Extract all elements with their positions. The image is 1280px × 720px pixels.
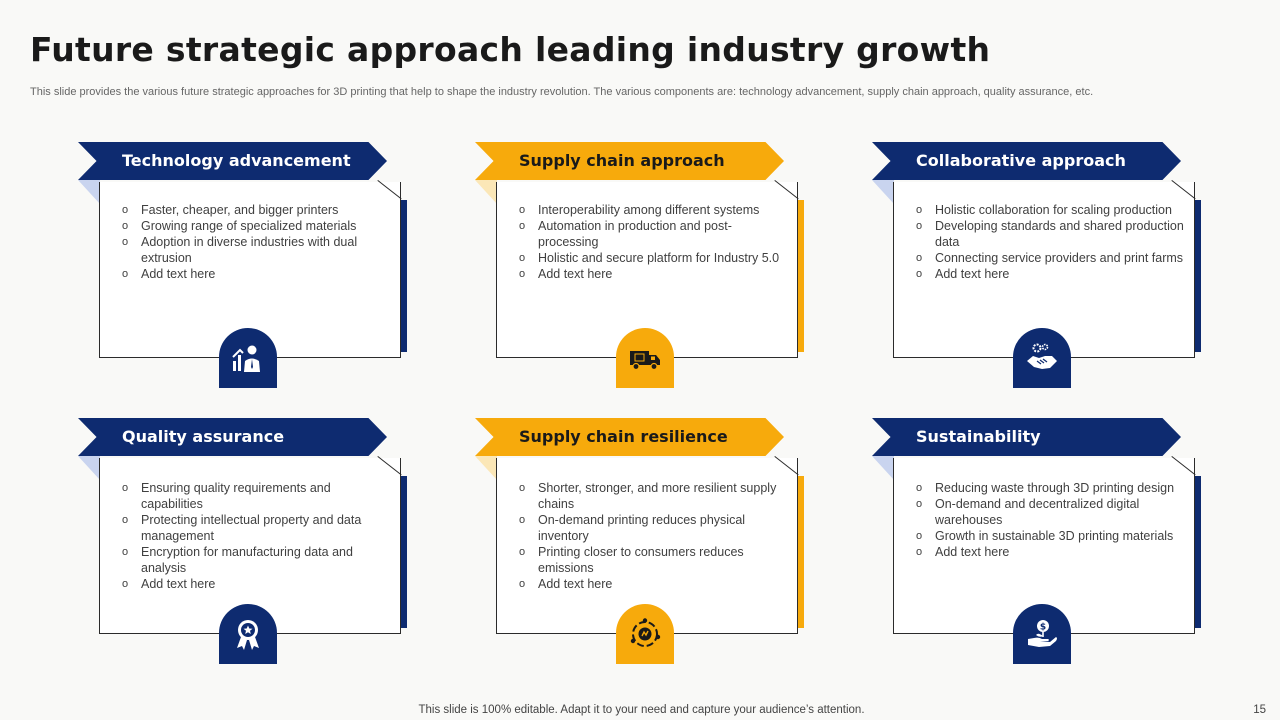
card-heading: Collaborative approach (916, 151, 1126, 170)
card-bullet-list: Shorter, stronger, and more resilient su… (519, 480, 789, 592)
card-accent-bar (401, 476, 407, 628)
list-item: Shorter, stronger, and more resilient su… (519, 480, 789, 512)
card-accent-bar (1195, 200, 1201, 352)
list-item: Add text here (519, 266, 789, 282)
card-accent-bar (798, 200, 804, 352)
list-item: Growth in sustainable 3D printing materi… (916, 528, 1186, 544)
delivery-truck-icon (630, 351, 660, 371)
list-item: Faster, cheaper, and bigger printers (122, 202, 392, 218)
hand-plant-icon: $ (1028, 620, 1057, 647)
card-technology-advancement: Technology advancement Faster, cheaper, … (78, 142, 408, 392)
banner-fold (872, 180, 894, 204)
icon-badge: $ (1013, 604, 1071, 664)
slide-subtitle: This slide provides the various future s… (30, 86, 1094, 98)
card-banner (78, 142, 387, 180)
slide-title: Future strategic approach leading indust… (30, 30, 991, 69)
card-bullet-list: Interoperability among different systems… (519, 202, 789, 282)
card-bullet-list: Holistic collaboration for scaling produ… (916, 202, 1186, 282)
card-heading: Supply chain approach (519, 151, 725, 170)
card-supply-chain-resilience: Supply chain resilience Shorter, stronge… (475, 418, 805, 668)
list-item: Holistic collaboration for scaling produ… (916, 202, 1186, 218)
list-item: Reducing waste through 3D printing desig… (916, 480, 1186, 496)
list-item: Developing standards and shared producti… (916, 218, 1186, 250)
list-item: Ensuring quality requirements and capabi… (122, 480, 392, 512)
card-supply-chain-approach: Supply chain approach Interoperability a… (475, 142, 805, 392)
card-banner (872, 418, 1181, 456)
list-item: Growing range of specialized materials (122, 218, 392, 234)
list-item: On-demand printing reduces physical inve… (519, 512, 789, 544)
list-item: Add text here (916, 544, 1186, 560)
banner-fold (475, 180, 497, 204)
list-item: Adoption in diverse industries with dual… (122, 234, 392, 266)
list-item: Add text here (519, 576, 789, 592)
list-item: Automation in production and post-proces… (519, 218, 789, 250)
list-item: Encryption for manufacturing data and an… (122, 544, 392, 576)
list-item: Connecting service providers and print f… (916, 250, 1186, 266)
quality-badge-icon (237, 620, 259, 650)
banner-fold (78, 180, 100, 204)
page-number: 15 (1253, 704, 1266, 716)
list-item: Add text here (916, 266, 1186, 282)
handshake-gear-icon (1027, 343, 1057, 369)
list-item: Add text here (122, 576, 392, 592)
icon-badge (616, 328, 674, 388)
resilience-cycle-icon (630, 618, 661, 647)
card-heading: Supply chain resilience (519, 427, 728, 446)
card-banner (475, 142, 784, 180)
banner-fold (872, 456, 894, 480)
banner-fold (475, 456, 497, 480)
card-collaborative-approach: Collaborative approach Holistic collabor… (872, 142, 1202, 392)
card-accent-bar (401, 200, 407, 352)
list-item: Protecting intellectual property and dat… (122, 512, 392, 544)
card-bullet-list: Ensuring quality requirements and capabi… (122, 480, 392, 592)
list-item: Printing closer to consumers reduces emi… (519, 544, 789, 576)
banner-fold (78, 456, 100, 480)
card-accent-bar (798, 476, 804, 628)
icon-badge (219, 328, 277, 388)
card-banner (872, 142, 1181, 180)
card-heading: Quality assurance (122, 427, 285, 446)
card-bullet-list: Faster, cheaper, and bigger printers Gro… (122, 202, 392, 282)
icon-badge (1013, 328, 1071, 388)
card-heading: Sustainability (916, 427, 1041, 446)
slide-footer: This slide is 100% editable. Adapt it to… (418, 704, 865, 716)
card-sustainability: Sustainability Reducing waste through 3D… (872, 418, 1202, 668)
icon-badge (616, 604, 674, 664)
list-item: Interoperability among different systems (519, 202, 789, 218)
card-banner (78, 418, 387, 456)
growth-person-icon (232, 345, 260, 372)
list-item: Holistic and secure platform for Industr… (519, 250, 789, 266)
card-bullet-list: Reducing waste through 3D printing desig… (916, 480, 1186, 560)
card-heading: Technology advancement (122, 151, 351, 170)
svg-text:$: $ (1040, 623, 1046, 633)
card-quality-assurance: Quality assurance Ensuring quality requi… (78, 418, 408, 668)
card-banner (475, 418, 784, 456)
list-item: On-demand and decentralized digital ware… (916, 496, 1186, 528)
card-accent-bar (1195, 476, 1201, 628)
icon-badge (219, 604, 277, 664)
list-item: Add text here (122, 266, 392, 282)
